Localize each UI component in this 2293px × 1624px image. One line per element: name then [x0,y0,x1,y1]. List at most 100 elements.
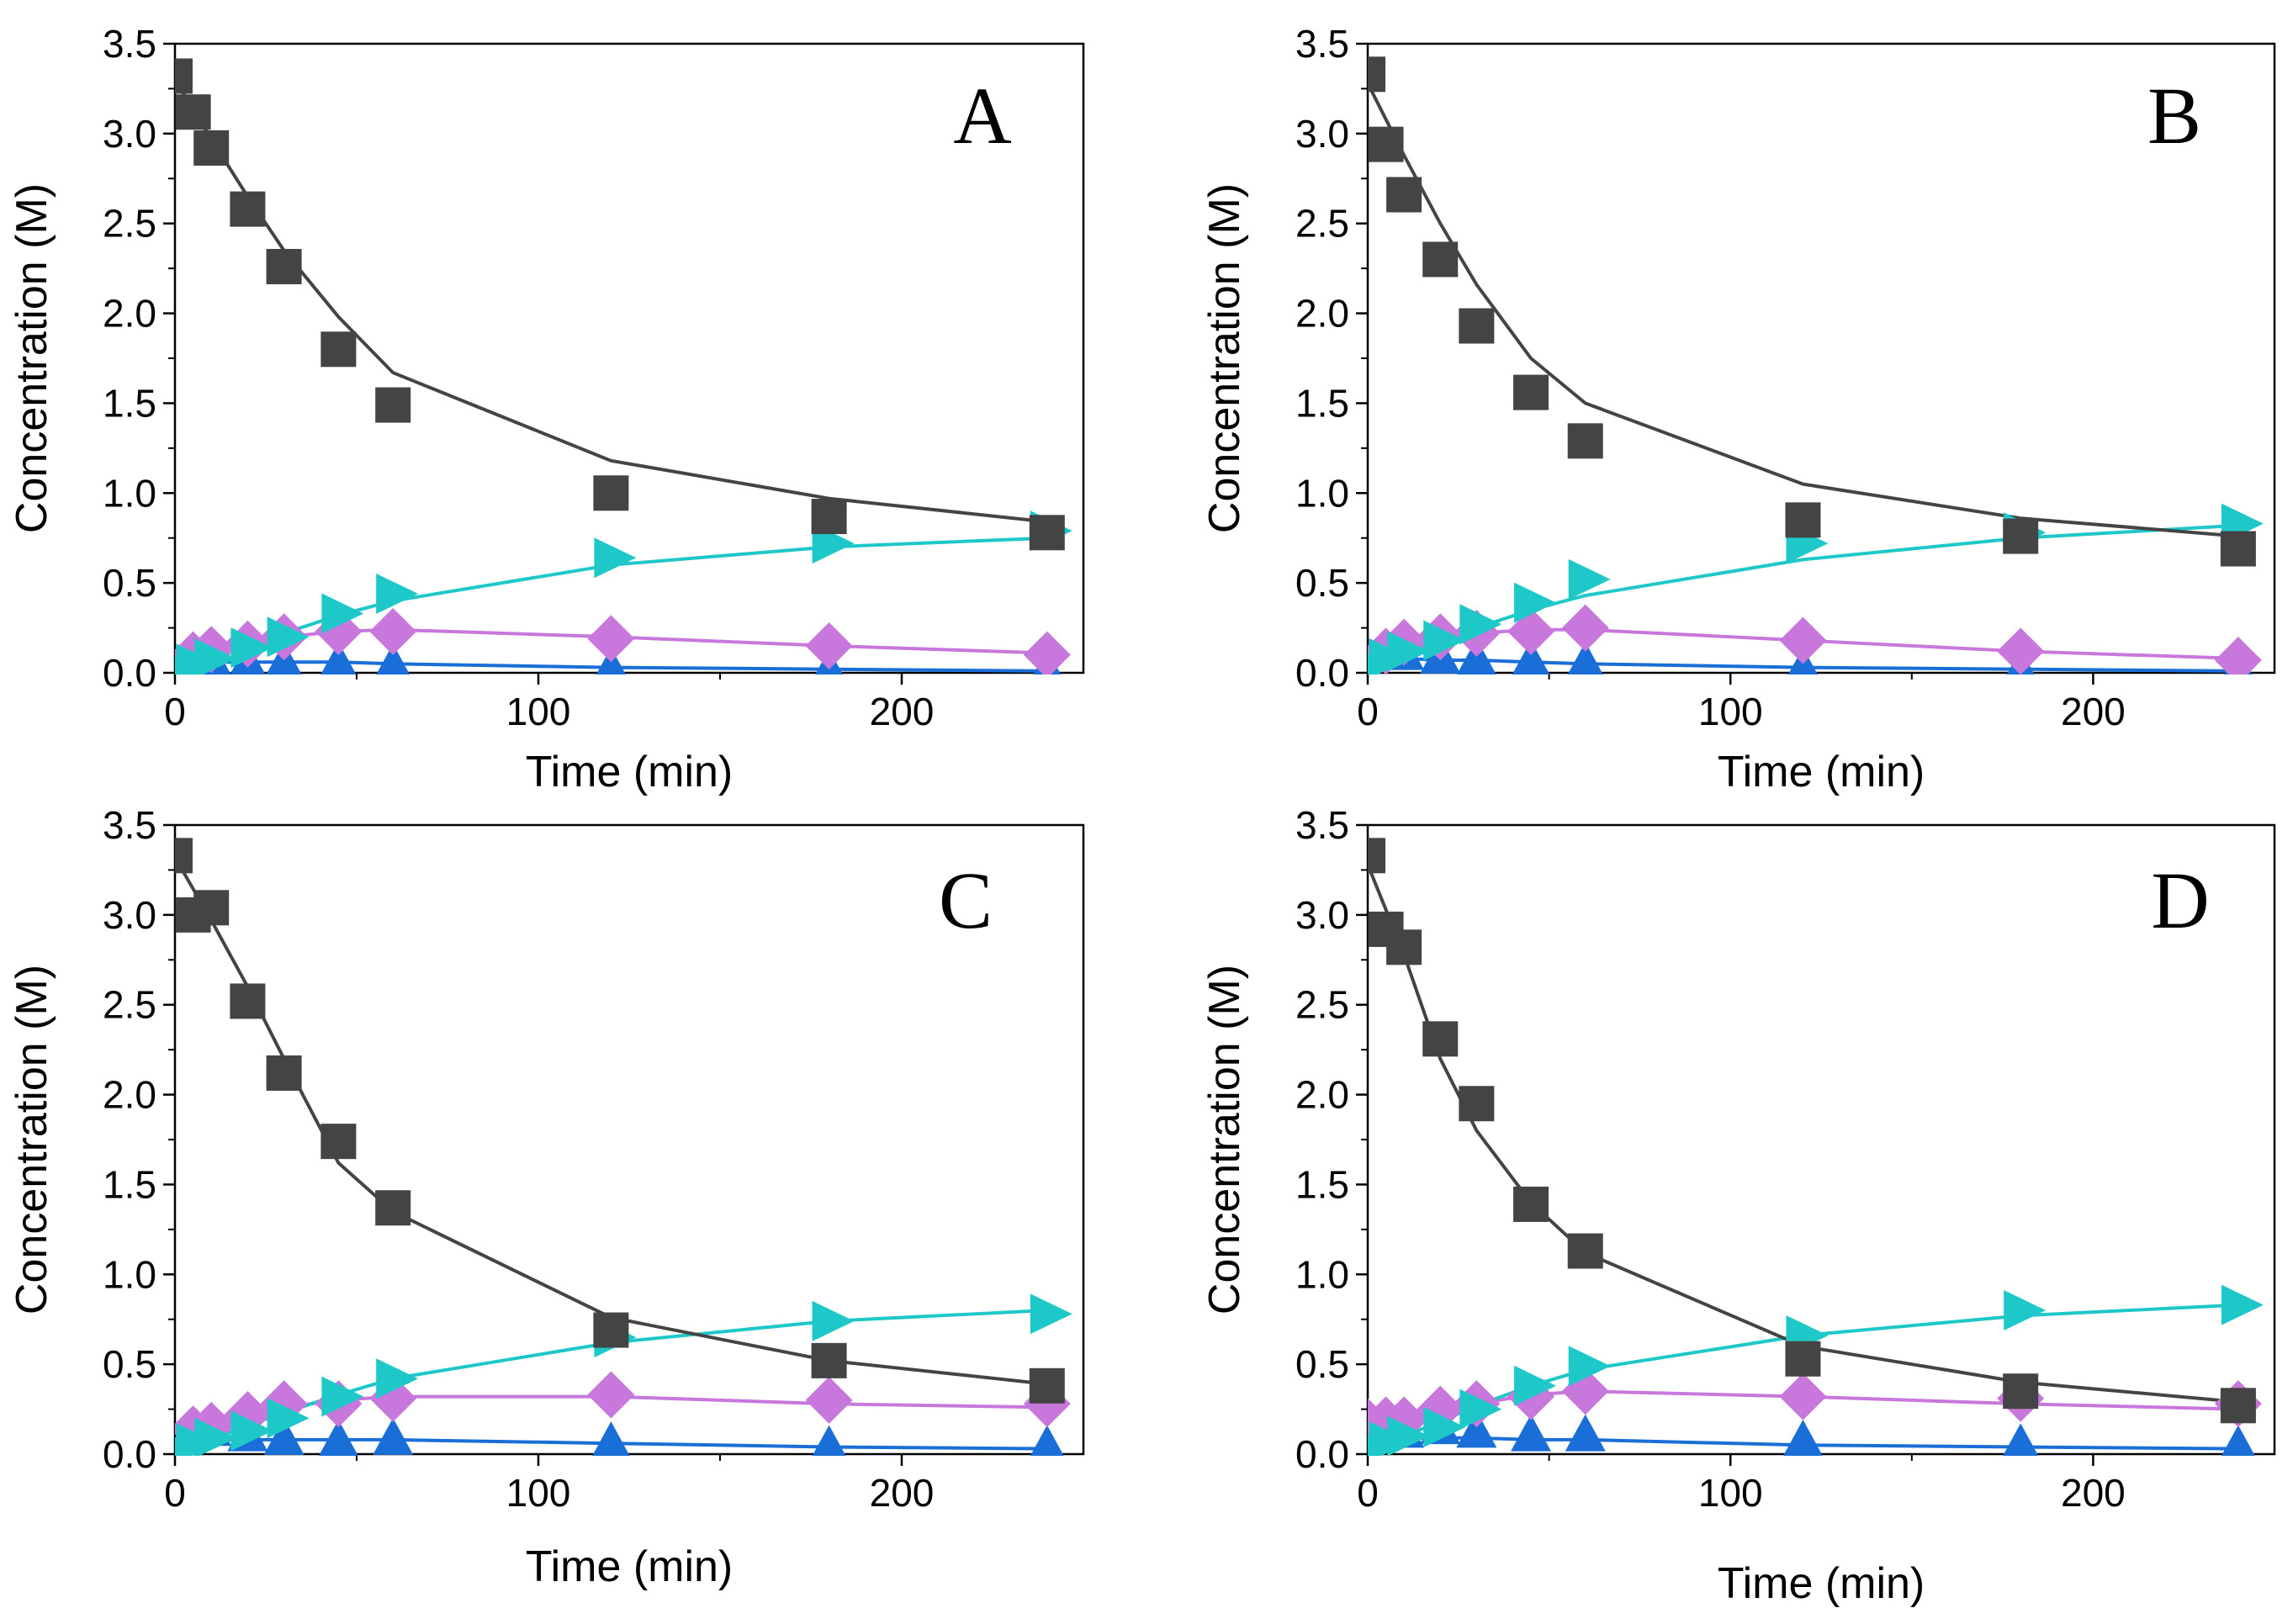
fit-line-square [175,856,1048,1386]
marker-square [593,475,629,511]
fit-line-square [1368,864,2239,1404]
marker-diamond [369,607,417,655]
x-tick-label: 0 [1357,1471,1379,1515]
y-tick-label: 3.5 [103,22,156,66]
y-tick-label: 2.5 [103,202,156,246]
x-axis-label: Time (min) [1718,1559,1925,1608]
y-tick-label: 2.0 [1295,1073,1349,1117]
marker-square [375,1190,411,1226]
x-tick-label: 100 [1698,1471,1763,1515]
marker-square [1368,56,1385,93]
y-tick-label: 3.5 [103,803,156,847]
marker-square [1029,1367,1065,1404]
data-layer [175,58,1072,674]
plot-frame [1366,42,2276,674]
y-tick-label: 0.5 [1295,1342,1349,1386]
marker-triangle-up [1512,640,1550,674]
marker-triangle-right [2004,1290,2047,1331]
marker-triangle-up [1565,1414,1606,1452]
y-tick-label: 3.0 [1295,112,1349,156]
panel-letter: D [2151,855,2209,945]
y-tick-label: 1.5 [1295,381,1349,425]
marker-square [266,1055,302,1091]
y-tick-label: 2.5 [1295,202,1349,246]
marker-square [230,983,266,1019]
marker-triangle-right [1423,620,1466,661]
fit-line-square [1368,82,2239,538]
marker-diamond [1997,627,2045,674]
marker-square [175,58,193,94]
y-tick-label: 1.0 [103,471,156,515]
marker-triangle-right [194,637,237,674]
marker-diamond [2214,637,2262,674]
y-tick-label: 3.5 [1295,803,1349,847]
y-tick-label: 1.0 [1295,471,1349,515]
y-tick-label: 3.0 [1295,893,1349,937]
marker-triangle-up [318,1420,358,1456]
marker-square [2220,531,2256,567]
marker-triangle-right [1568,558,1611,600]
marker-triangle-right [230,1410,273,1452]
marker-triangle-up [1567,642,1603,674]
marker-triangle-right [376,1358,419,1399]
panel-letter: A [953,71,1011,161]
marker-diamond [1779,1373,1827,1420]
x-axis-label: Time (min) [1718,748,1925,796]
y-tick-label: 1.0 [1295,1252,1349,1296]
x-tick-label: 0 [1357,690,1379,733]
chart-panel-c: 0.0 0.5 1.0 1.5 2.0 2.5 3.0 3.5 0 100 200 Time (min… [8,803,1085,1591]
chart-panel-b: 0.0 0.5 1.0 1.5 2.0 2.5 3.0 3.5 0 100 200 Time (min… [1200,22,2276,796]
marker-diamond [1779,616,1827,664]
marker-triangle-up [263,1417,304,1455]
marker-square [2003,518,2039,554]
marker-diamond [587,1371,635,1419]
y-tick-label: 0.5 [103,1342,156,1386]
y-tick-label: 1.5 [103,381,156,425]
marker-square [1785,502,1821,538]
x-tick-label: 200 [870,690,935,733]
y-tick-label: 1.0 [103,1252,156,1296]
marker-triangle-right [376,573,419,614]
marker-triangle-up [2221,1425,2255,1456]
x-tick-label: 200 [2061,1471,2126,1515]
marker-triangle-up [376,643,410,674]
marker-triangle-up [373,1417,414,1455]
marker-triangle-right [1568,1346,1611,1387]
marker-diamond [805,622,853,669]
y-tick-label: 3.5 [1295,22,1349,66]
x-tick-label: 0 [164,1471,186,1515]
marker-triangle-up [812,1425,846,1456]
marker-diamond [805,1376,853,1424]
y-tick-label: 2.0 [1295,292,1349,336]
y-tick-label: 3.0 [103,893,156,937]
y-axis-label: Concentration (M) [8,965,56,1315]
marker-square [175,838,193,874]
y-tick-label: 2.5 [103,983,156,1027]
marker-triangle-right [1387,631,1430,672]
marker-triangle-right [321,593,364,634]
marker-triangle-right [230,627,273,669]
marker-square [1368,126,1404,162]
y-tick-label: 0.0 [1295,651,1349,695]
marker-square [593,1312,629,1348]
x-tick-label: 200 [2061,690,2126,733]
x-axis-label: Time (min) [526,748,733,796]
marker-triangle-right [321,1376,364,1417]
marker-triangle-right [1387,1415,1430,1456]
marker-square [1386,177,1422,213]
marker-triangle-right [2221,1284,2264,1325]
marker-diamond [587,615,635,663]
marker-triangle-up [1783,1420,1823,1456]
marker-diamond [1023,631,1071,674]
marker-triangle-right [594,537,637,579]
data-layer [1368,56,2264,674]
y-axis-label: Concentration (M) [1200,965,1249,1315]
y-tick-label: 2.5 [1295,983,1349,1027]
marker-square [1567,1233,1603,1269]
x-tick-label: 0 [164,690,186,733]
y-tick-label: 2.0 [103,1073,156,1117]
x-axis-label: Time (min) [526,1542,733,1591]
marker-square [2220,1388,2256,1424]
y-tick-label: 0.0 [1295,1432,1349,1476]
marker-square [1029,515,1065,551]
